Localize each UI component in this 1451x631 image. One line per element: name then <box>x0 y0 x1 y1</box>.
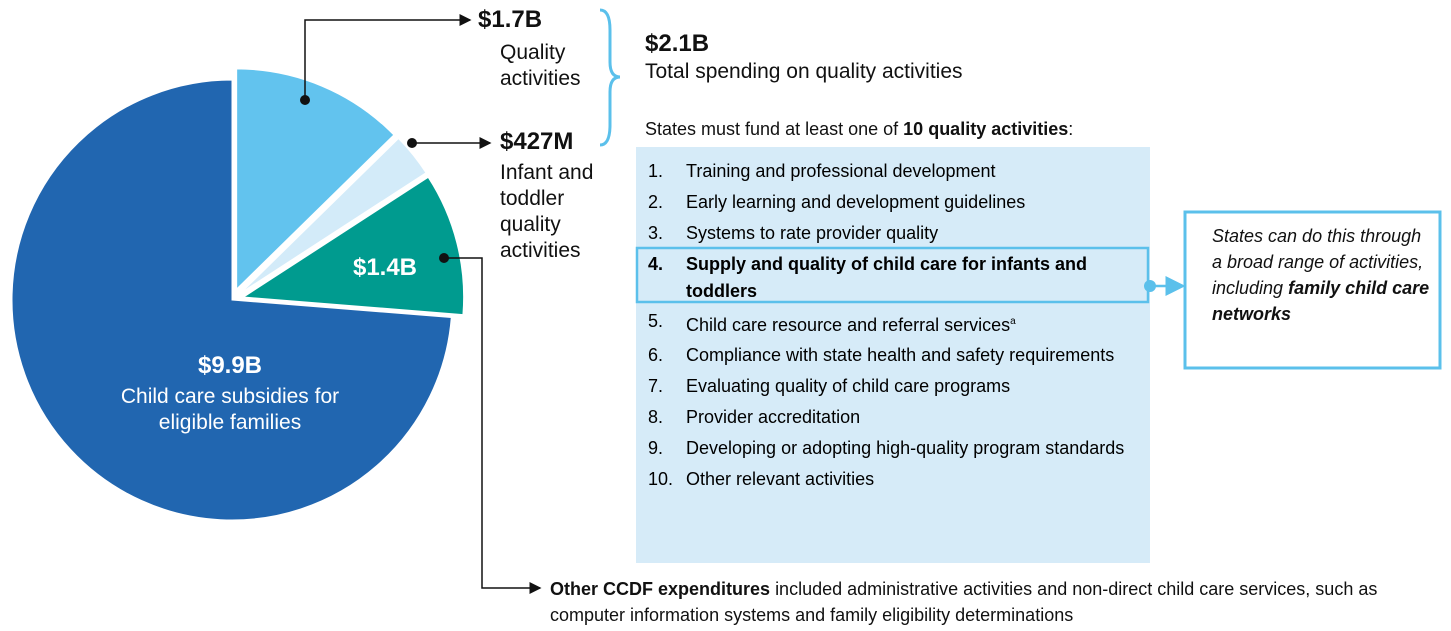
list-item: 9. Developing or adopting high-quality pr… <box>648 434 1148 463</box>
item-number: 9. <box>648 438 664 458</box>
callout-text: States can do this through a broad range… <box>1212 226 1424 298</box>
item-label: Supply and quality of child care for inf… <box>686 254 1088 301</box>
activity-list: 1. Training and professional development 2… <box>648 157 1148 496</box>
list-item: 2. Early learning and development guideli… <box>648 188 1148 217</box>
item-number: 7. <box>648 376 664 396</box>
note-bold: Other CCDF expenditures <box>550 579 771 599</box>
list-item: 7. Evaluating quality of child care progr… <box>648 372 1148 401</box>
item-text: Developing or adopting high-quality prog… <box>686 434 1131 463</box>
intro-end: : <box>1068 119 1074 139</box>
slice-label: Infant and toddler quality activities <box>500 161 594 262</box>
value-label: $1.7B <box>478 6 543 33</box>
list-intro: States must fund at least one of 10 qual… <box>645 116 1073 142</box>
item-number: 2. <box>648 192 664 212</box>
intro-bold: 10 quality activities <box>903 119 1069 139</box>
item-label: Early learning and development guideline… <box>686 192 1026 212</box>
total-text: Total spending on quality activities <box>645 60 963 83</box>
list-item: 1. Training and professional development <box>648 157 1148 186</box>
item-number: 5. <box>648 311 664 331</box>
item-label: Developing or adopting high-quality prog… <box>686 438 1125 458</box>
list-item: 5. Child care resource and referral servi… <box>648 307 1148 339</box>
pie-slice <box>236 68 395 291</box>
list-item: 3. Systems to rate provider quality <box>648 219 1148 248</box>
item-text: Early learning and development guideline… <box>686 188 1131 217</box>
dot <box>407 138 417 148</box>
item-text: Other relevant activities <box>686 465 1131 494</box>
item-label: Compliance with state health and safety … <box>686 345 1115 365</box>
slice-label: Child care subsidies for eligible famili… <box>120 385 340 434</box>
item-number: 6. <box>648 345 664 365</box>
callout-bold: family child care networks <box>1212 278 1430 324</box>
connector <box>444 257 542 594</box>
highlight-box <box>635 246 1150 304</box>
dot <box>1144 280 1156 292</box>
list-item: 8. Provider accreditation <box>648 403 1148 432</box>
item-number: 4. <box>648 254 664 274</box>
activity-box <box>636 147 1150 563</box>
list-item: 6. Compliance with state health and safet… <box>648 341 1148 370</box>
item-label: Systems to rate provider quality <box>686 223 939 243</box>
value-label: $427M <box>500 128 574 155</box>
total-value: $2.1B <box>645 30 710 57</box>
item-text: Compliance with state health and safety … <box>686 341 1131 370</box>
item-number: 8. <box>648 407 664 427</box>
note: Other CCDF expenditures included adminis… <box>550 576 1445 628</box>
callout-box <box>1183 210 1442 370</box>
item-number: 3. <box>648 223 664 243</box>
list-item: 4. Supply and quality of child care for i… <box>648 250 1148 305</box>
intro-text: States must fund at least one of <box>645 119 899 139</box>
note-text: included administrative activities and n… <box>550 579 1378 625</box>
item-label: Training and professional development <box>686 161 996 181</box>
item-number: 1. <box>648 161 664 181</box>
footnote-mark: a <box>1010 316 1016 327</box>
item-text: Provider accreditation <box>686 403 1131 432</box>
list-item: 10. Other relevant activities <box>648 465 1148 494</box>
item-text: Evaluating quality of child care program… <box>686 372 1131 401</box>
pie-slice <box>241 137 427 293</box>
item-label: Evaluating quality of child care program… <box>686 376 1011 396</box>
item-label: Other relevant activities <box>686 469 875 489</box>
slice-label: Quality activities <box>500 41 581 90</box>
item-label: Child care resource and referral service… <box>686 315 1011 335</box>
item-text: Supply and quality of child care for inf… <box>686 250 1131 305</box>
item-number: 10. <box>648 469 674 489</box>
item-text: Training and professional development <box>686 157 1131 186</box>
callout: States can do this through a broad range… <box>1212 223 1430 327</box>
brace <box>599 8 621 147</box>
pie-slice <box>11 79 452 521</box>
value-label: $9.9B <box>197 352 263 379</box>
pie-slice <box>242 176 465 316</box>
item-label: Provider accreditation <box>686 407 861 427</box>
dot <box>300 95 310 105</box>
item-text: Systems to rate provider quality <box>686 219 1131 248</box>
dot <box>439 253 449 263</box>
pie <box>11 68 465 521</box>
item-text: Child care resource and referral service… <box>686 307 1131 339</box>
connector <box>304 14 472 100</box>
value-label: $1.4B <box>352 254 418 281</box>
